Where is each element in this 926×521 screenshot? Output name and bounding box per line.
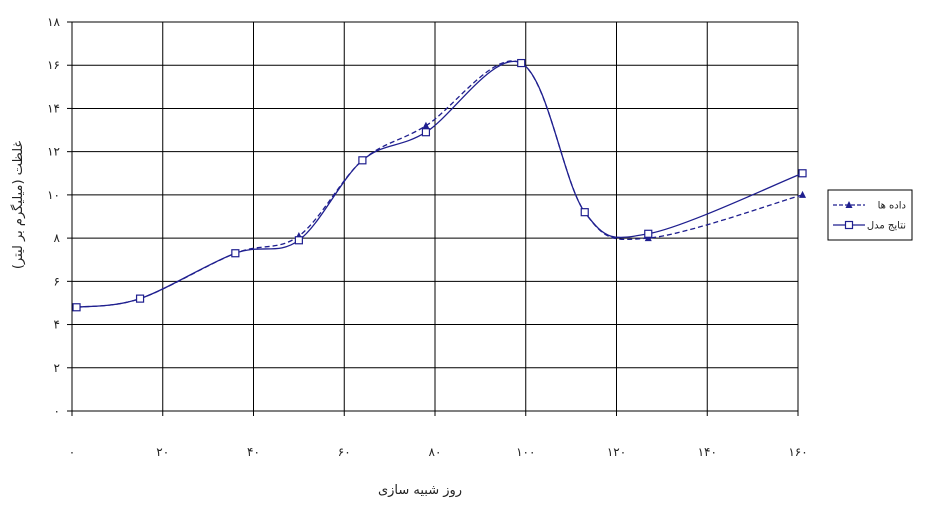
y-tick-label: ۲: [54, 361, 60, 375]
data-point-square: [580, 208, 589, 217]
x-tick-label: ۱۴۰: [698, 445, 717, 459]
y-tick-label: ۱۴: [47, 101, 60, 115]
series-1: [72, 58, 807, 312]
data-point-triangle: [845, 201, 853, 208]
legend: داده ها نتایج مدل: [827, 189, 913, 241]
legend-label: نتایج مدل: [867, 221, 906, 232]
series-line: [76, 60, 803, 308]
data-point-square: [421, 128, 431, 137]
data-point-square: [72, 303, 81, 312]
x-tick-label: ۸۰: [429, 445, 442, 459]
data-point-square: [844, 220, 854, 230]
series: [72, 58, 807, 312]
y-tick-label: ۱۸: [47, 15, 60, 29]
x-tick-label: ۲۰: [156, 445, 169, 459]
y-tick-label: ۱۰: [47, 188, 60, 202]
series-line: [76, 60, 803, 308]
y-tick-label: ۸: [54, 231, 61, 245]
legend-box: [827, 189, 913, 241]
x-tick-label: ۶۰: [338, 445, 351, 459]
data-point-square: [798, 169, 807, 178]
legend-label: داده ها: [878, 201, 906, 212]
data-point-square: [135, 294, 145, 303]
tick-labels: ۰ ۲ ۴ ۶ ۸ ۱۰ ۱۲ ۱۴ ۱۶ ۱۸ ۰ ۲۰ ۴۰ ۶۰ ۸۰ ۱۰۰ ۱۲۰ ۱۴۰ ۱۶۰: [47, 15, 808, 459]
x-tick-label: ۰: [69, 445, 75, 459]
y-axis-title: غلظت (میلیگرم بر لیتر): [10, 141, 26, 270]
y-tick-label: ۰: [54, 404, 60, 418]
x-tick-label: ۴۰: [247, 445, 260, 459]
series-0: [73, 59, 807, 311]
x-tick-label: ۱۰۰: [516, 445, 535, 459]
x-tick-label: ۱۶۰: [788, 445, 807, 459]
data-point-square: [231, 249, 240, 258]
x-axis-title: روز شبیه سازی: [378, 483, 462, 498]
y-tick-label: ۱۶: [47, 58, 60, 72]
data-point-square: [294, 236, 303, 245]
axes: [67, 21, 799, 416]
data-point-square: [644, 229, 653, 238]
data-point-triangle: [422, 121, 430, 129]
y-tick-label: ۱۲: [47, 145, 60, 159]
data-point-triangle: [799, 190, 807, 198]
data-point-square: [517, 58, 526, 68]
x-tick-label: ۱۲۰: [607, 445, 626, 459]
grid: [72, 21, 799, 411]
data-point-square: [358, 156, 367, 165]
y-tick-label: ۶: [54, 274, 60, 288]
y-tick-label: ۴: [54, 318, 60, 332]
